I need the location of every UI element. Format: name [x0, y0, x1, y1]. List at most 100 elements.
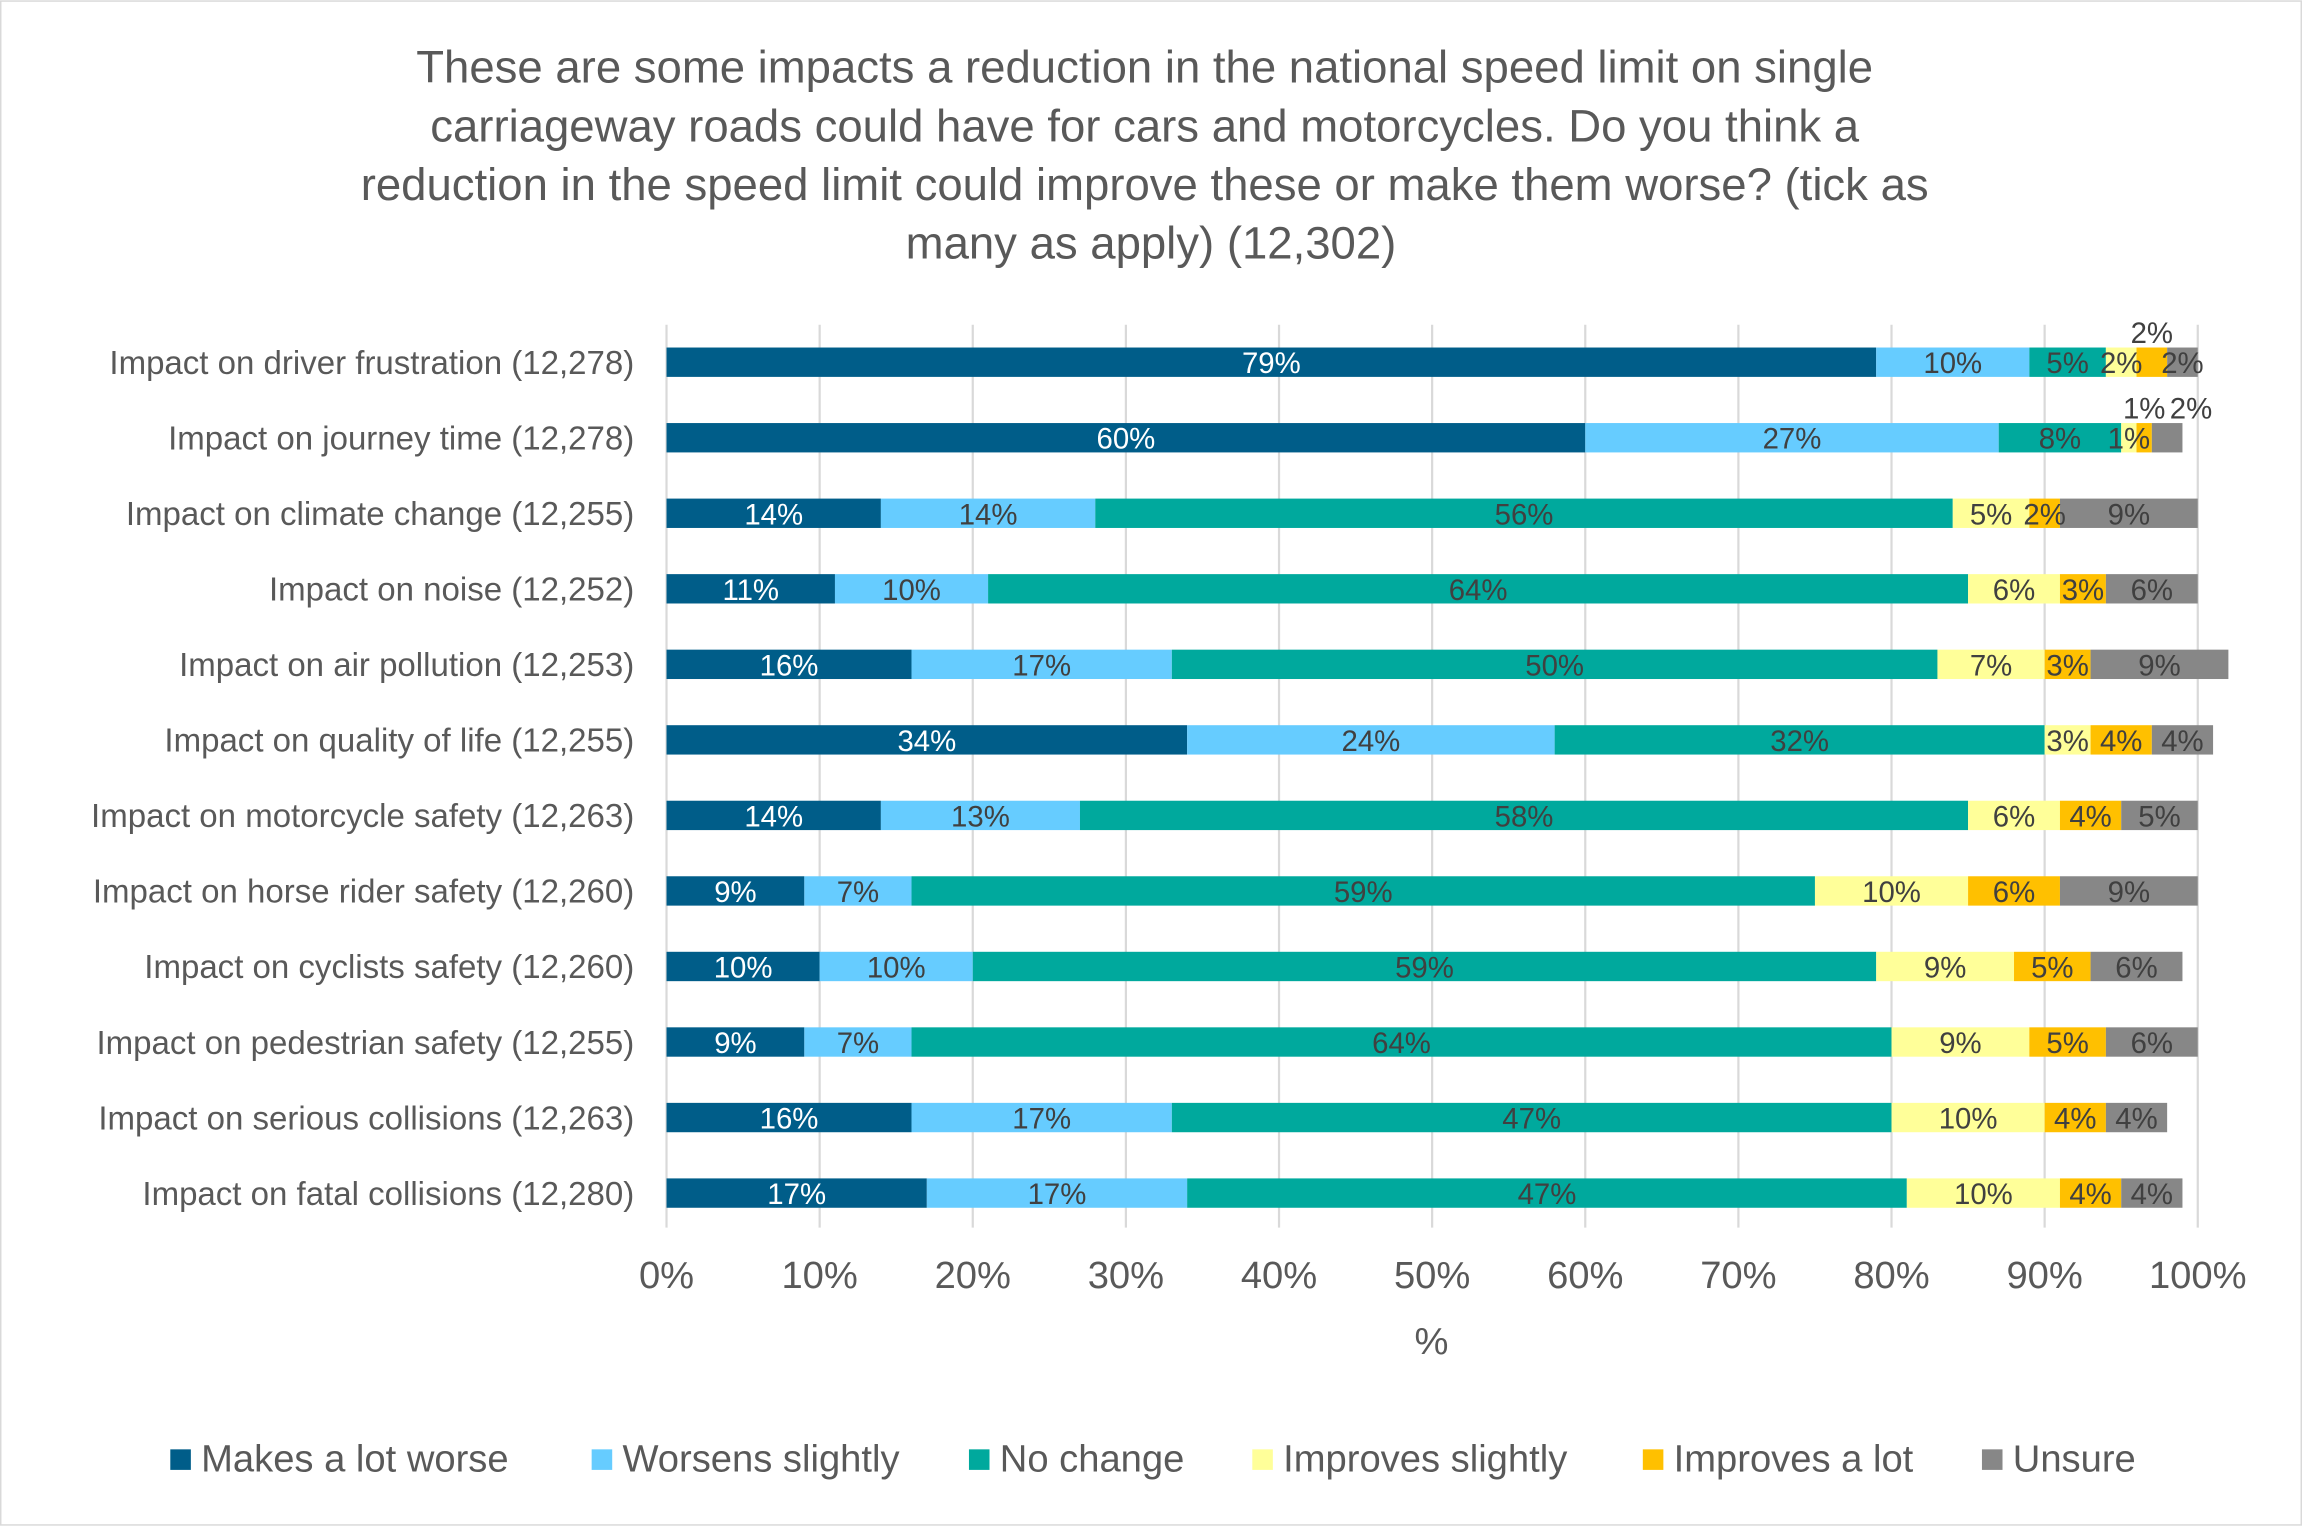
legend-label: Improves slightly [1283, 1437, 1567, 1480]
data-label: 6% [2131, 574, 2173, 607]
data-label: 2% [2131, 317, 2173, 350]
data-label: 6% [2131, 1027, 2173, 1060]
bar-segment [1171, 1102, 1892, 1133]
data-label: 17% [1028, 1178, 1087, 1211]
data-label: 17% [1012, 1103, 1071, 1136]
data-label: 10% [1954, 1178, 2013, 1211]
bar-segment [2059, 800, 2122, 831]
bar-segment [1968, 876, 2060, 906]
data-label: 11% [722, 574, 779, 607]
x-tick-label: 30% [1088, 1254, 1164, 1297]
bar-segment [1952, 498, 2030, 528]
category-label: Impact on driver frustration (12,278) [109, 344, 634, 381]
data-label: 24% [1342, 725, 1401, 758]
data-label: 58% [1495, 800, 1554, 833]
bar-segment [1891, 1102, 2045, 1133]
data-label: 9% [2108, 876, 2150, 909]
bar-segment [2121, 1178, 2183, 1208]
bar-segment [2090, 725, 2152, 755]
data-label: 6% [1993, 800, 2035, 833]
bar-segment [2029, 1027, 2106, 1057]
x-tick-label: 10% [781, 1254, 857, 1297]
bar-segment [1554, 725, 2045, 755]
bar-segment [2090, 649, 2229, 680]
bar-segment [2121, 800, 2198, 831]
data-label: 9% [2108, 498, 2150, 531]
bar-segment [2059, 498, 2198, 528]
data-label: 14% [744, 800, 803, 833]
bar-segment [1171, 649, 1938, 680]
x-tick-label: 20% [935, 1254, 1011, 1297]
data-label: 60% [1097, 423, 1156, 456]
data-label: 10% [867, 951, 926, 984]
bar-segment [1079, 800, 1969, 831]
data-label: 79% [1242, 347, 1301, 380]
data-label: 14% [744, 498, 803, 531]
legend-label: Unsure [2013, 1437, 2136, 1480]
category-label: Impact on serious collisions (12,263) [98, 1099, 634, 1136]
bar-segment [2167, 347, 2198, 377]
bar-segment [988, 574, 1969, 604]
data-label: 64% [1372, 1027, 1431, 1060]
data-label: 4% [2054, 1103, 2096, 1136]
bar-segment [804, 1027, 912, 1057]
bar-segment [2105, 1102, 2168, 1133]
bar-segment [666, 800, 881, 831]
bar-segment [2105, 1027, 2198, 1057]
data-label: 2% [2161, 347, 2203, 380]
data-label: 2% [2100, 347, 2142, 380]
legend-label: No change [1000, 1437, 1185, 1480]
data-label: 17% [1012, 649, 1071, 682]
bar-segment [2136, 347, 2168, 377]
data-label: 16% [760, 1103, 819, 1136]
bar-segment [2121, 423, 2137, 453]
data-label: 1% [2108, 423, 2150, 456]
title-line: many as apply) (12,302) [906, 218, 1397, 269]
bar-segment [1095, 498, 1953, 528]
data-label: 1% [2123, 393, 2165, 426]
title-line: carriageway roads could have for cars an… [430, 100, 1860, 151]
data-label: 50% [1525, 649, 1584, 682]
data-label: 13% [951, 800, 1010, 833]
bar-segment [666, 1178, 927, 1208]
bar-segment [1814, 876, 1969, 906]
x-tick-label: 40% [1241, 1254, 1317, 1297]
bar-segment [1585, 423, 1999, 453]
data-label: 10% [1923, 347, 1982, 380]
bar-segment [911, 876, 1815, 906]
bar-segment [666, 1027, 805, 1057]
x-tick-label: 90% [2006, 1254, 2082, 1297]
data-label: 4% [2069, 800, 2111, 833]
data-label: 47% [1502, 1103, 1561, 1136]
bar-segment [911, 649, 1172, 680]
data-label: 4% [2115, 1103, 2157, 1136]
data-label: 7% [837, 1027, 879, 1060]
x-tick-label: 0% [639, 1254, 694, 1297]
bar-segment [834, 574, 989, 604]
data-label: 2% [2023, 498, 2065, 531]
data-label: 9% [714, 876, 756, 909]
data-label: 6% [2115, 951, 2157, 984]
legend-swatch [1252, 1449, 1273, 1470]
bar-segment [972, 951, 1877, 982]
bar-segment [666, 574, 835, 604]
x-tick-label: 100% [2149, 1254, 2247, 1297]
bar-segment [2151, 423, 2183, 453]
data-label: 10% [1862, 876, 1921, 909]
bar-segment [666, 347, 1877, 377]
data-label: 6% [1993, 876, 2035, 909]
bar-segment [1937, 649, 2045, 680]
bar-segment [666, 1102, 912, 1133]
bar-segment [804, 876, 912, 906]
data-label: 9% [2138, 649, 2180, 682]
bar-segment [2151, 725, 2214, 755]
title-line: These are some impacts a reduction in th… [416, 42, 1873, 93]
data-label: 3% [2062, 574, 2104, 607]
bar-segment [1187, 1178, 1907, 1208]
data-label: 3% [2046, 725, 2088, 758]
x-axis-label: % [1414, 1320, 1448, 1363]
data-label: 7% [1970, 649, 2012, 682]
data-label: 10% [882, 574, 941, 607]
data-label: 47% [1518, 1178, 1577, 1211]
bar-segment [911, 1027, 1892, 1057]
